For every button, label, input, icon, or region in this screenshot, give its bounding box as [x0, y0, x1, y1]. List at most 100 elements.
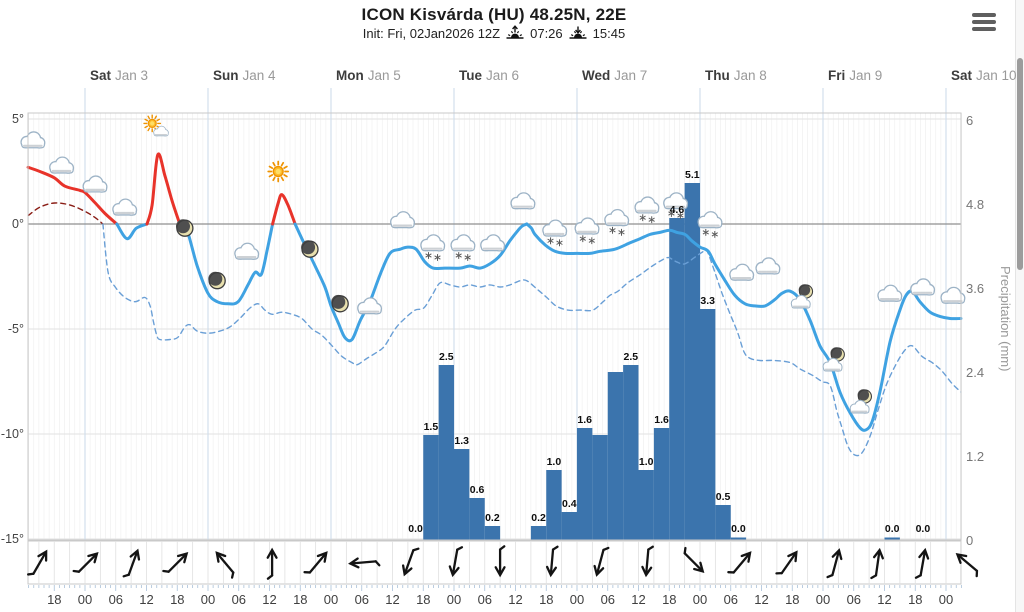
precip-bar — [484, 526, 501, 540]
cloud-icon — [877, 284, 903, 302]
precip-bar — [592, 435, 608, 540]
wind-arrow-icon — [72, 552, 99, 573]
plot-border — [27, 112, 962, 541]
time-axis-tick: 18 — [785, 592, 800, 607]
precip-value-label: 0.0 — [916, 523, 931, 535]
temperature-curve — [26, 152, 963, 432]
cloud-icon — [389, 211, 415, 229]
precip-axis-tick: 3.6 — [966, 280, 985, 296]
time-axis-tick: 12 — [754, 592, 769, 607]
wind-arrow-icon — [348, 557, 381, 569]
time-axis-tick: 00 — [446, 592, 462, 607]
sun-icon — [267, 160, 290, 183]
snow-cloud-icon — [450, 234, 476, 261]
snow-cloud-icon — [634, 196, 660, 224]
cloud-icon — [480, 234, 506, 252]
time-axis-tick: 18 — [539, 592, 554, 607]
precip-bar — [669, 218, 685, 540]
moon-cloud-icon — [822, 347, 845, 372]
cloud-icon — [755, 257, 781, 275]
cloud-icon — [910, 278, 936, 296]
sunrise-time: 07:26 — [530, 25, 563, 41]
snow-cloud-icon — [697, 211, 723, 238]
precip-value-label: 3.3 — [700, 295, 715, 307]
cloud-icon — [234, 242, 260, 260]
time-axis-tick: 00 — [77, 592, 93, 607]
time-axis-tick: 18 — [908, 592, 923, 607]
precip-value-label: 4.6 — [670, 204, 685, 216]
precip-bar — [577, 428, 593, 540]
time-axis-tick: 12 — [631, 592, 646, 607]
time-axis-tick: 12 — [508, 592, 523, 607]
time-axis-tick: 00 — [692, 592, 708, 607]
precip-value-label: 1.5 — [424, 421, 439, 433]
wind-arrow-icon — [955, 552, 979, 578]
precip-value-label: 2.5 — [439, 351, 454, 363]
wind-arrow-icon — [401, 547, 420, 577]
precip-value-label: 5.1 — [685, 169, 700, 181]
precip-bar — [730, 537, 747, 540]
wind-arrow-icon — [494, 545, 506, 578]
precip-bar — [454, 449, 470, 540]
wind-arrow-icon — [27, 549, 48, 576]
cloud-icon — [510, 192, 536, 210]
gridlines — [28, 113, 962, 540]
snow-cloud-icon — [574, 217, 600, 245]
wind-arrow-icon — [303, 551, 328, 574]
hamburger-menu-icon[interactable] — [972, 13, 996, 32]
day-label: Fri Jan 9 — [828, 68, 883, 83]
wind-arrow-icon — [448, 546, 464, 578]
precip-bar — [469, 498, 485, 540]
precip-bar — [561, 512, 577, 540]
day-label: Tue Jan 6 — [459, 68, 520, 83]
time-axis-tick: 18 — [47, 592, 62, 607]
init-row: Init: Fri, 02Jan2026 12Z 07:26 — [0, 25, 988, 41]
precip-bar — [653, 428, 670, 540]
precip-bar — [438, 365, 454, 540]
precip-bar — [884, 537, 900, 540]
time-axis-tick: 18 — [416, 592, 431, 607]
time-axis-tick: 00 — [569, 592, 585, 607]
precip-bar — [607, 372, 624, 540]
time-axis-tick: 06 — [600, 592, 616, 607]
wind-arrow-icon — [266, 547, 278, 580]
scrollbar[interactable] — [1015, 0, 1024, 612]
wind-arrow-icon — [641, 545, 654, 578]
scrollbar-thumb[interactable] — [1017, 58, 1023, 270]
moon-icon — [176, 219, 194, 237]
precip-value-label: 0.5 — [716, 491, 731, 503]
time-axis-tick: 12 — [385, 592, 400, 607]
wind-arrow-icon — [683, 546, 705, 573]
time-axis-tick: 06 — [723, 592, 739, 607]
precip-axis-label: Precipitation (mm) — [998, 266, 1013, 372]
precip-bar — [700, 309, 716, 540]
moon-cloud-icon — [790, 284, 814, 309]
time-axis-tick: 18 — [662, 592, 677, 607]
precip-value-label: 1.6 — [654, 414, 669, 426]
wind-arrow-icon — [162, 552, 189, 573]
precip-axis-tick: 1.2 — [966, 448, 985, 464]
precip-bar — [684, 183, 700, 540]
temp-axis-tick: -10° — [0, 427, 24, 441]
wind-arrow-icon — [593, 546, 610, 577]
day-label: Sun Jan 4 — [213, 68, 276, 83]
moon-icon — [301, 240, 319, 258]
time-axis-tick: 06 — [231, 592, 247, 607]
precip-value-label: 0.0 — [885, 523, 900, 535]
precip-bar — [638, 470, 654, 540]
precip-value-label: 1.0 — [547, 456, 562, 468]
time-axis-tick: 06 — [108, 592, 124, 607]
time-axis-tick: 12 — [877, 592, 892, 607]
precip-value-label: 1.6 — [577, 414, 592, 426]
snow-cloud-icon — [420, 234, 446, 261]
wind-arrow-icon — [870, 547, 884, 580]
hour-ticks — [28, 585, 962, 591]
precip-bar — [623, 365, 639, 540]
time-axis-tick: 12 — [139, 592, 154, 607]
wind-arrow-icon — [775, 550, 798, 575]
sunset-icon — [569, 26, 587, 39]
time-axis-tick: 12 — [262, 592, 277, 607]
temp-axis-tick: -5° — [7, 322, 24, 336]
